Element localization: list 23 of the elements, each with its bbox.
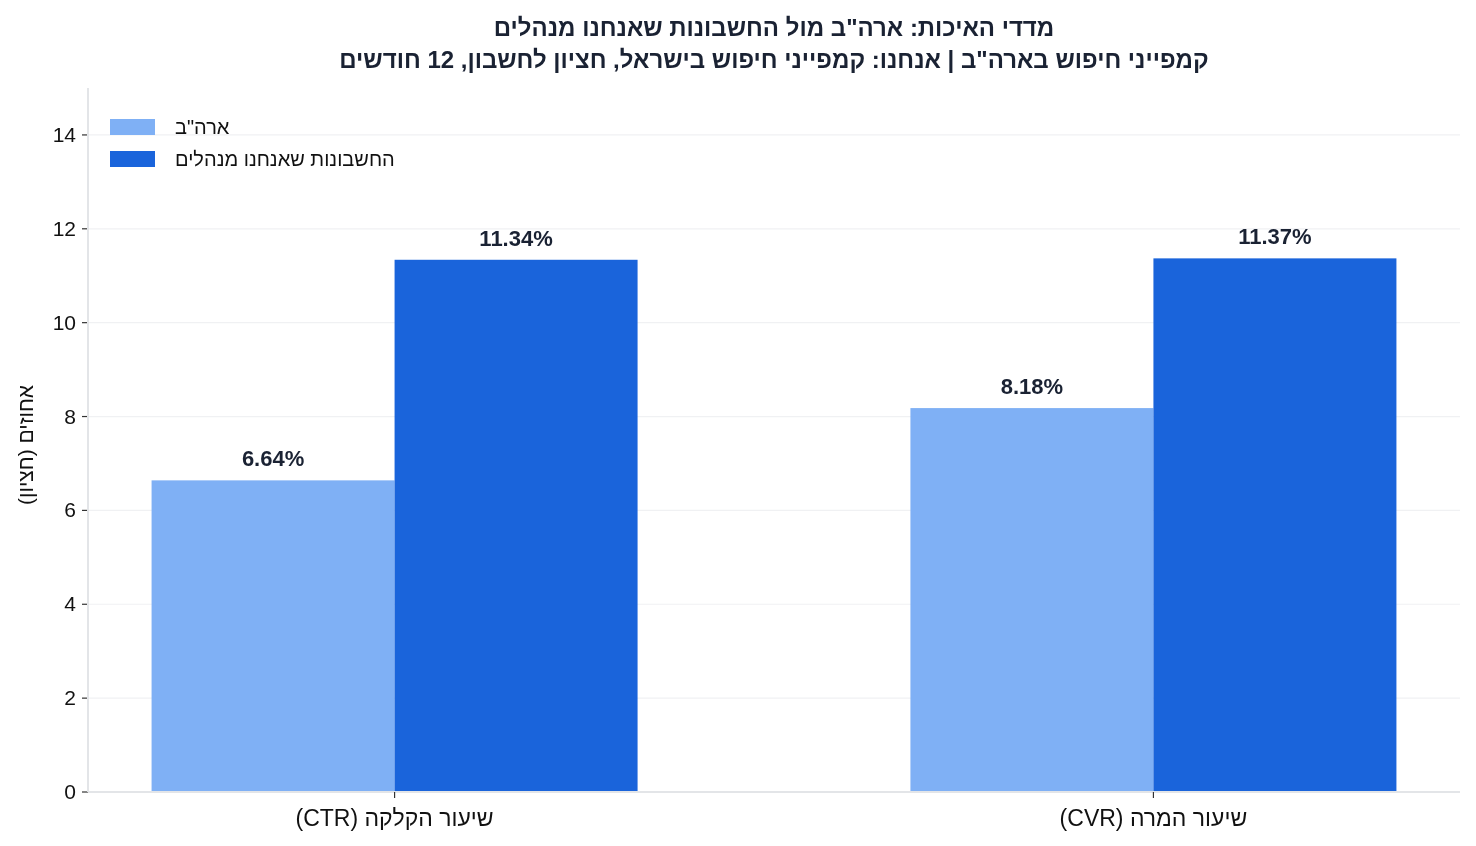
y-tick-label: 10 xyxy=(52,310,76,334)
x-tick-label: שיעור הקלקה (CTR) xyxy=(295,805,494,831)
x-tick-label: שיעור המרה (CVR) xyxy=(1059,805,1248,831)
y-tick-label: 2 xyxy=(64,686,76,710)
data-label: 6.64% xyxy=(241,446,305,472)
data-label: 11.34% xyxy=(479,225,553,251)
y-tick-label: 4 xyxy=(64,592,77,616)
chart-title: מדדי האיכות: ארה"ב מול החשבונות שאנחנו מנהלים xyxy=(493,14,1055,41)
legend-label: ארה"ב xyxy=(175,116,230,138)
y-tick-label: 14 xyxy=(52,122,77,146)
bar xyxy=(910,408,1154,792)
y-tick-label: 0 xyxy=(64,780,76,803)
y-tick-label: 12 xyxy=(52,216,76,240)
bar xyxy=(1153,258,1397,792)
data-label: 11.37% xyxy=(1238,224,1312,250)
bar xyxy=(151,480,395,792)
y-axis-title: אחוזים (חציון) xyxy=(14,385,37,505)
data-label: 8.18% xyxy=(1000,374,1064,400)
y-tick-label: 8 xyxy=(64,404,76,428)
chart-subtitle: קמפייני חיפוש בארה"ב | אנחנו: קמפייני חיפוש בישראל, חציון לחשבון, 12 חודשים xyxy=(339,46,1209,73)
legend-label: החשבונות שאנחנו מנהלים xyxy=(175,148,395,170)
bar xyxy=(394,259,638,792)
y-tick-label: 6 xyxy=(64,498,76,522)
